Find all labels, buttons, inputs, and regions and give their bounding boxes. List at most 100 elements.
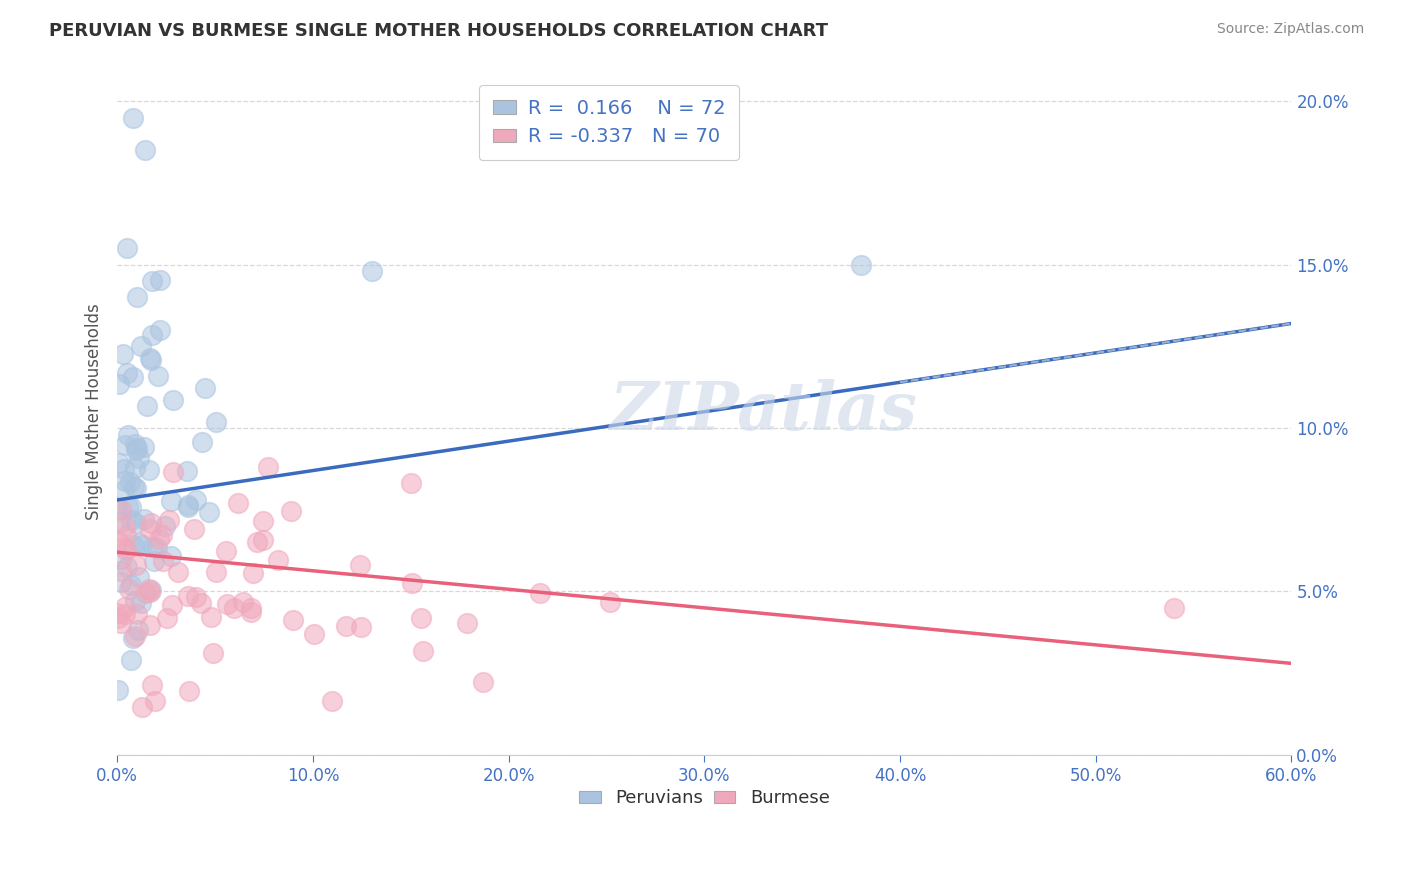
Point <box>360 264 382 278</box>
Point <box>120 500 142 515</box>
Point <box>146 368 169 383</box>
Point <box>134 143 156 157</box>
Point <box>117 500 139 515</box>
Point <box>122 631 145 645</box>
Point <box>125 442 148 456</box>
Point <box>204 415 226 429</box>
Point <box>124 629 146 643</box>
Point <box>115 366 138 380</box>
Point <box>162 465 184 479</box>
Point <box>190 596 212 610</box>
Point <box>107 534 129 549</box>
Point <box>139 353 162 368</box>
Point <box>186 591 208 605</box>
Point <box>149 273 172 287</box>
Point <box>335 619 357 633</box>
Point <box>160 549 183 563</box>
Point <box>120 653 142 667</box>
Point <box>349 558 371 573</box>
Point <box>141 678 163 692</box>
Point <box>135 399 157 413</box>
Legend: Peruvians, Burmese: Peruvians, Burmese <box>572 782 837 814</box>
Point <box>321 694 343 708</box>
Point <box>110 565 132 579</box>
Point <box>146 541 169 556</box>
Point <box>232 594 254 608</box>
Point <box>118 582 141 597</box>
Point <box>456 615 478 630</box>
Point <box>302 627 325 641</box>
Point <box>401 576 423 591</box>
Point <box>200 610 222 624</box>
Point <box>179 684 201 698</box>
Text: ZIPatlas: ZIPatlas <box>609 379 917 444</box>
Point <box>114 519 136 533</box>
Point <box>125 481 148 495</box>
Point <box>107 456 129 470</box>
Point <box>112 461 135 475</box>
Point <box>117 427 139 442</box>
Point <box>471 675 494 690</box>
Point <box>114 474 136 488</box>
Point <box>120 512 142 526</box>
Point <box>114 607 136 621</box>
Point <box>201 646 224 660</box>
Text: Source: ZipAtlas.com: Source: ZipAtlas.com <box>1216 22 1364 37</box>
Point <box>115 560 138 574</box>
Point <box>205 566 228 580</box>
Point <box>240 601 263 615</box>
Point <box>131 700 153 714</box>
Point <box>122 538 145 552</box>
Point <box>135 586 157 600</box>
Point <box>252 515 274 529</box>
Point <box>108 377 131 392</box>
Point <box>139 584 162 599</box>
Point <box>160 598 183 612</box>
Point <box>177 589 200 603</box>
Point <box>156 611 179 625</box>
Point <box>409 610 432 624</box>
Point <box>191 434 214 449</box>
Point <box>110 552 132 566</box>
Point <box>132 511 155 525</box>
Point <box>167 565 190 579</box>
Point <box>239 605 262 619</box>
Point <box>128 570 150 584</box>
Point <box>120 577 142 591</box>
Point <box>131 538 153 552</box>
Point <box>138 351 160 365</box>
Point <box>125 290 148 304</box>
Point <box>252 533 274 548</box>
Point <box>112 347 135 361</box>
Point <box>149 323 172 337</box>
Point <box>246 535 269 549</box>
Point <box>105 501 128 516</box>
Point <box>176 498 198 512</box>
Point <box>127 624 149 638</box>
Point <box>128 451 150 466</box>
Point <box>110 574 132 589</box>
Point <box>125 442 148 457</box>
Y-axis label: Single Mother Households: Single Mother Households <box>86 303 103 520</box>
Point <box>115 241 138 255</box>
Point <box>529 586 551 600</box>
Point <box>176 464 198 478</box>
Point <box>141 327 163 342</box>
Point <box>152 554 174 568</box>
Point <box>124 437 146 451</box>
Point <box>110 615 132 630</box>
Point <box>162 392 184 407</box>
Point <box>110 502 132 516</box>
Point <box>226 496 249 510</box>
Point <box>148 533 170 547</box>
Point <box>107 611 129 625</box>
Point <box>217 597 239 611</box>
Point <box>125 516 148 530</box>
Point <box>139 618 162 632</box>
Point <box>141 516 163 530</box>
Point <box>849 258 872 272</box>
Point <box>183 522 205 536</box>
Point <box>134 440 156 454</box>
Point <box>138 582 160 596</box>
Point <box>112 541 135 555</box>
